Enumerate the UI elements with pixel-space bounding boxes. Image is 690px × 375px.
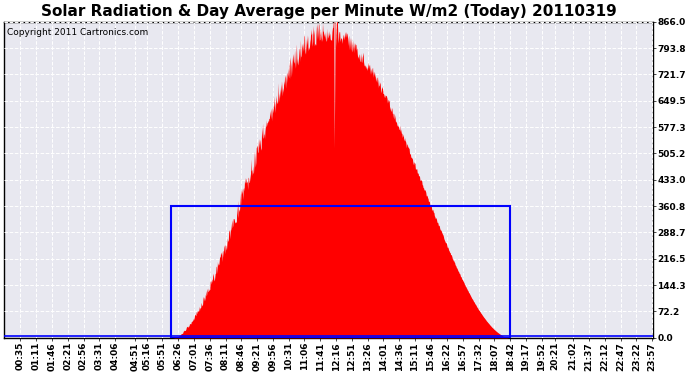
- Title: Solar Radiation & Day Average per Minute W/m2 (Today) 20110319: Solar Radiation & Day Average per Minute…: [41, 4, 616, 19]
- Text: Copyright 2011 Cartronics.com: Copyright 2011 Cartronics.com: [8, 28, 148, 37]
- Bar: [171, 206, 510, 338]
